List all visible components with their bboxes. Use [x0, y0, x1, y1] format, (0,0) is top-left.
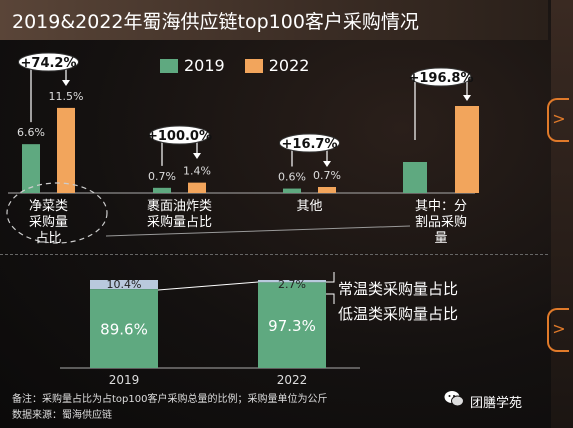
legend-swatch-2022: [244, 58, 263, 73]
legend: 2019 2022: [160, 56, 329, 75]
legend-label-low-temp: 低温类采购量占比: [338, 305, 459, 323]
growth-label: +16.7%: [282, 137, 338, 152]
chevron-right-icon[interactable]: >: [547, 98, 569, 142]
x-tick-label: 2019: [109, 373, 140, 387]
bar-2022: [57, 107, 75, 193]
category-label: 割品采购: [415, 214, 467, 230]
legend-label-normal-temp: 常温类采购量占比: [338, 280, 459, 298]
category-label: 采购量: [29, 214, 68, 230]
data-label-normal-temp: 97.3%: [268, 317, 316, 335]
data-label-2019: 6.6%: [17, 126, 45, 139]
bar-normal-temp: [258, 282, 326, 368]
brand-name: 团膳学苑: [470, 396, 523, 411]
page-title: 2019&2022年蜀海供应链top100客户采购情况: [12, 11, 419, 33]
bar-2019: [283, 188, 301, 193]
bar-2022: [318, 187, 336, 193]
category-label: 其中：分: [415, 199, 467, 214]
bar-2019: [403, 162, 427, 193]
category-label: 裹面油炸类: [147, 199, 212, 214]
growth-label: +74.2%: [21, 56, 77, 71]
bar-2022: [188, 182, 206, 193]
title-bar: 2019&2022年蜀海供应链top100客户采购情况: [0, 0, 548, 40]
x-tick-label: 2022: [277, 373, 308, 387]
growth-bubble: [410, 67, 472, 87]
growth-label: +100.0%: [147, 129, 212, 144]
growth-bubble: [18, 52, 79, 72]
stacked-bar-chart: 10.4% 89.6% 2019 2.7% 97.3% 2022: [60, 272, 360, 387]
bar-2019: [153, 187, 171, 193]
category-label: 采购量占比: [147, 214, 212, 230]
trend-connector: [157, 281, 259, 291]
arrow-head-icon: [463, 95, 471, 101]
bar-low-temp: [258, 280, 326, 283]
bar-low-temp: [90, 280, 158, 290]
right-decoration: > >: [547, 0, 573, 428]
data-label-2019: 0.7%: [148, 170, 176, 183]
bar-normal-temp: [90, 289, 158, 368]
connector-line: [105, 225, 411, 237]
legend-label-2022: 2022: [268, 56, 310, 75]
data-label-2022: 0.7%: [313, 169, 341, 182]
data-label-2022: 1.4%: [183, 165, 211, 178]
data-label-low-temp: 2.7%: [278, 278, 306, 291]
footnote-source: 数据来源：蜀海供应链: [12, 410, 112, 421]
legend-leader-line: [326, 293, 335, 304]
section-divider: [0, 254, 548, 255]
growth-bubble: [279, 133, 340, 153]
chevron-right-icon[interactable]: >: [547, 308, 569, 352]
data-label-2022: 11.5%: [49, 90, 84, 103]
bar-2019: [22, 144, 40, 193]
category-label: 净菜类: [29, 199, 68, 214]
growth-label: +196.8%: [408, 71, 473, 86]
legend-label-2019: 2019: [184, 56, 225, 75]
arrow-head-icon: [62, 80, 70, 86]
category-label: 量: [434, 231, 447, 246]
highlight-ellipse: [6, 182, 108, 244]
bar-2022: [455, 106, 479, 193]
footnote-note: 备注：采购量占比为占top100客户采购总量的比例；采购量单位为公斤: [12, 394, 328, 405]
legend-item-2022: 2022: [244, 56, 310, 75]
growth-bubble: [149, 125, 210, 145]
category-label: 其他: [296, 199, 322, 214]
legend-swatch-2019: [160, 58, 178, 73]
data-label-normal-temp: 89.6%: [100, 321, 148, 339]
arrow-head-icon: [193, 153, 201, 159]
data-label-2019: 0.6%: [278, 171, 306, 184]
legend-item-2019: 2019: [160, 56, 225, 75]
wechat-icon: [444, 391, 464, 407]
category-label: 占比: [35, 231, 61, 246]
legend-leader-line: [326, 272, 335, 283]
data-label-low-temp: 10.4%: [107, 278, 142, 291]
arrow-head-icon: [323, 161, 331, 167]
